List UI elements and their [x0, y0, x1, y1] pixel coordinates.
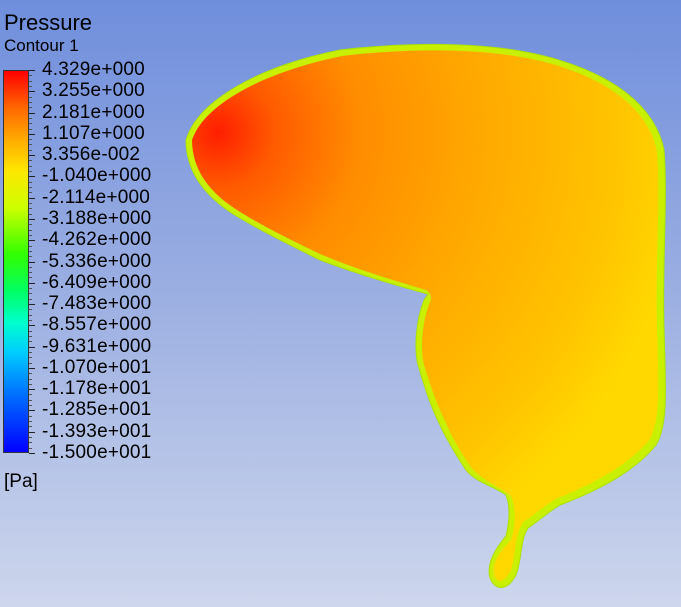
color-legend-minor-tick: [29, 107, 32, 109]
color-legend-tick: [29, 282, 35, 284]
chart-subtitle: Contour 1: [4, 36, 79, 55]
color-legend-label: -1.070e+001: [42, 356, 152, 378]
color-legend-minor-tick: [29, 80, 32, 82]
color-legend-label: -6.409e+000: [42, 271, 152, 293]
color-legend-label: 2.181e+000: [42, 101, 145, 123]
color-legend-minor-tick: [29, 117, 32, 119]
color-legend-minor-tick: [29, 149, 32, 151]
color-legend-minor-tick: [29, 320, 32, 321]
color-legend-minor-tick: [29, 362, 32, 364]
color-legend-minor-tick: [29, 202, 32, 204]
color-legend-minor-tick: [29, 330, 32, 332]
color-legend-tick: [29, 325, 35, 327]
color-legend-minor-tick: [29, 383, 32, 385]
color-legend-tick: [29, 346, 35, 348]
color-legend-minor-tick: [29, 394, 32, 396]
color-legend-minor-tick: [29, 139, 32, 141]
color-legend-tick: [29, 197, 35, 199]
color-legend-tick: [29, 261, 35, 263]
color-legend-label: -1.040e+000: [42, 165, 152, 187]
color-legend-minor-tick: [29, 224, 32, 226]
color-legend-minor-tick: [29, 256, 32, 258]
color-legend-minor-tick: [29, 399, 32, 401]
color-legend-minor-tick: [29, 101, 32, 103]
color-legend-minor-tick: [29, 96, 32, 98]
color-legend-label: 3.356e-002: [42, 144, 141, 166]
color-legend-minor-tick: [29, 85, 32, 87]
color-legend-minor-tick: [29, 266, 32, 268]
color-legend-tick: [29, 453, 35, 454]
color-legend-label: 4.329e+000: [42, 59, 145, 80]
units-label: [Pa]: [4, 471, 38, 492]
color-legend-label: -7.483e+000: [42, 293, 152, 315]
color-legend-label: -9.631e+000: [42, 335, 152, 357]
color-legend-label: -1.500e+001: [42, 442, 152, 463]
color-legend-tick: [29, 133, 35, 135]
color-legend-minor-tick: [29, 250, 32, 252]
color-legend-bar: [3, 70, 29, 453]
color-legend-label: 1.107e+000: [42, 122, 145, 144]
pressure-domain-field: [192, 50, 659, 581]
color-legend-minor-tick: [29, 309, 32, 311]
color-legend-tick: [29, 240, 35, 242]
color-legend-minor-tick: [29, 160, 32, 162]
color-legend-label: -4.262e+000: [42, 229, 152, 251]
color-legend-minor-tick: [29, 357, 32, 359]
color-legend-minor-tick: [29, 298, 32, 300]
color-legend-tick: [29, 304, 35, 306]
color-legend-minor-tick: [29, 373, 32, 375]
color-legend-tick: [29, 218, 35, 220]
color-legend-tick: [29, 389, 35, 391]
color-legend-minor-tick: [29, 341, 32, 343]
color-legend-tick: [29, 155, 35, 157]
color-legend-label: -1.393e+001: [42, 420, 152, 442]
color-legend-minor-tick: [29, 208, 32, 210]
color-legend-minor-tick: [29, 234, 32, 236]
color-legend-label: -1.178e+001: [42, 378, 152, 400]
color-legend-minor-tick: [29, 181, 32, 183]
color-legend-minor-tick: [29, 405, 32, 407]
color-legend-minor-tick: [29, 314, 32, 316]
color-legend-minor-tick: [29, 437, 32, 439]
color-legend-tick: [29, 70, 35, 71]
color-legend-minor-tick: [29, 128, 32, 130]
color-legend-minor-tick: [29, 144, 32, 146]
chart-title: Pressure: [4, 10, 93, 35]
color-legend-label: 3.255e+000: [42, 80, 145, 102]
color-legend-tick: [29, 112, 35, 114]
color-legend-tick: [29, 431, 35, 433]
color-legend-minor-tick: [29, 213, 32, 215]
color-legend-minor-tick: [29, 165, 32, 167]
color-legend-tick: [29, 176, 35, 178]
color-legend-minor-tick: [29, 187, 32, 189]
color-legend-minor-tick: [29, 75, 32, 77]
color-legend-minor-tick: [29, 277, 32, 279]
color-legend-minor-tick: [29, 293, 32, 295]
color-legend-label: -3.188e+000: [42, 207, 152, 229]
color-legend-minor-tick: [29, 378, 32, 380]
color-legend-minor-tick: [29, 192, 32, 194]
color-legend-minor-tick: [29, 335, 32, 337]
color-legend-minor-tick: [29, 415, 32, 417]
color-legend-ticks: [29, 70, 37, 454]
color-legend-label: -1.285e+001: [42, 399, 152, 421]
color-legend-minor-tick: [29, 123, 32, 125]
color-legend-minor-tick: [29, 447, 32, 449]
color-legend-minor-tick: [29, 171, 32, 173]
color-legend-label: -8.557e+000: [42, 314, 152, 336]
color-legend-tick: [29, 367, 35, 369]
color-legend-minor-tick: [29, 272, 32, 274]
color-legend-label: -2.114e+000: [42, 186, 151, 208]
color-legend-minor-tick: [29, 245, 32, 247]
color-legend-minor-tick: [29, 442, 32, 444]
color-legend-minor-tick: [29, 426, 32, 428]
color-legend-minor-tick: [29, 421, 32, 423]
color-legend-tick: [29, 410, 35, 412]
color-legend-tick: [29, 91, 35, 93]
color-legend-minor-tick: [29, 229, 32, 231]
color-legend-label: -5.336e+000: [42, 250, 152, 272]
color-legend-minor-tick: [29, 288, 32, 290]
color-legend-minor-tick: [29, 351, 32, 353]
